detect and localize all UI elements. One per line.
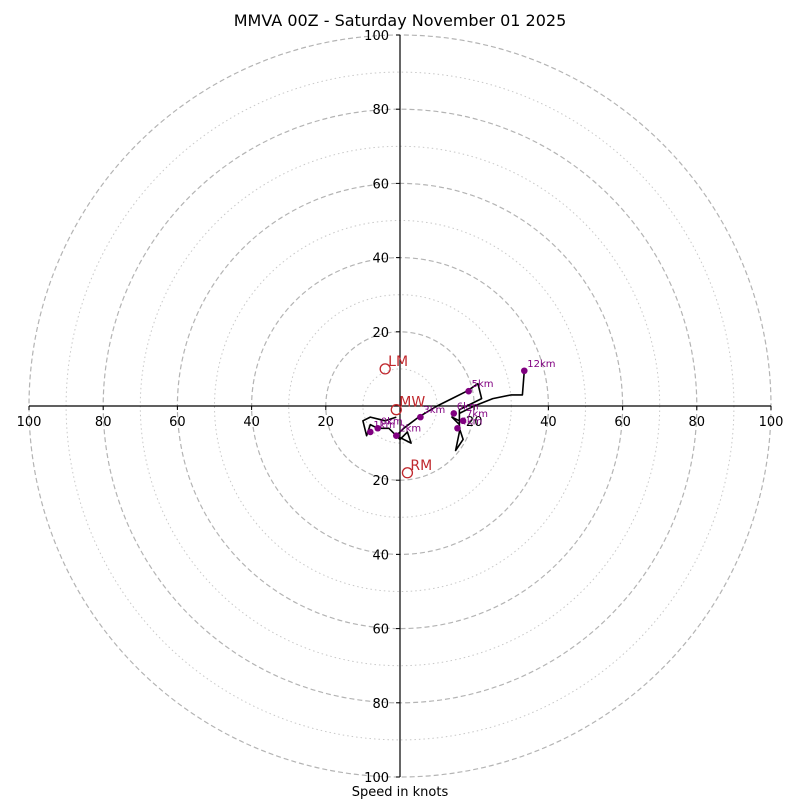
motion-marker-RM — [401, 467, 414, 479]
x-tick-label: 100 — [17, 415, 42, 430]
height-marker-7km — [459, 417, 467, 425]
height-label-4km: 4km — [461, 416, 483, 427]
y-tick-label: 40 — [372, 548, 389, 563]
y-tick-label: 60 — [372, 177, 389, 192]
motion-label-LM: LM — [388, 354, 408, 370]
height-marker-0km — [374, 424, 382, 432]
x-tick-label: 40 — [540, 415, 557, 430]
height-marker-6km — [450, 410, 458, 417]
height-marker-3km — [417, 413, 424, 421]
height-marker-2km — [392, 432, 400, 439]
height-label-0km: 0km — [381, 416, 403, 427]
x-tick-label: 20 — [466, 415, 483, 430]
height-label-3km: 3km — [423, 405, 445, 416]
height-label-1km: 1km — [373, 420, 395, 431]
x-tick-label: 60 — [614, 415, 631, 430]
motion-marker-MW — [390, 404, 402, 416]
x-tick-label: 100 — [759, 415, 784, 430]
motion-label-RM: RM — [410, 458, 432, 474]
x-axis-label: Speed in knots — [352, 785, 449, 800]
motion-label-MW: MW — [399, 395, 425, 411]
storm-motion-markers: LM MW RM — [379, 354, 432, 479]
height-marker-12km — [520, 367, 528, 375]
y-tick-label: 40 — [372, 252, 389, 267]
chart-title: MMVA 00Z - Saturday November 01 2025 — [234, 11, 567, 30]
height-label-5km: 5km — [472, 379, 494, 390]
height-label-12km: 12km — [527, 359, 555, 370]
y-tick-label: 80 — [372, 103, 389, 118]
y-tick-label: 100 — [364, 29, 389, 44]
x-tick-label: 80 — [689, 415, 706, 430]
y-tick-label: 60 — [372, 623, 389, 638]
y-tick-labels: 100 80 60 40 20 20 40 60 80 100 — [364, 29, 400, 786]
height-label-2km: 2km — [399, 424, 421, 435]
x-tick-label: 40 — [243, 415, 260, 430]
x-tick-label: 80 — [95, 415, 112, 430]
motion-marker-LM — [379, 363, 391, 375]
height-marker-5km — [465, 387, 472, 395]
height-label-6km: 6km — [457, 401, 479, 412]
height-label-7km: 7km — [466, 409, 488, 420]
height-marker-4km — [454, 424, 461, 432]
x-tick-label: 20 — [318, 415, 335, 430]
height-marker-1km — [367, 428, 374, 436]
y-tick-label: 100 — [364, 771, 389, 786]
y-tick-label: 20 — [372, 326, 389, 341]
y-tick-label: 20 — [372, 474, 389, 489]
y-tick-label: 80 — [372, 697, 389, 712]
x-tick-label: 60 — [169, 415, 186, 430]
